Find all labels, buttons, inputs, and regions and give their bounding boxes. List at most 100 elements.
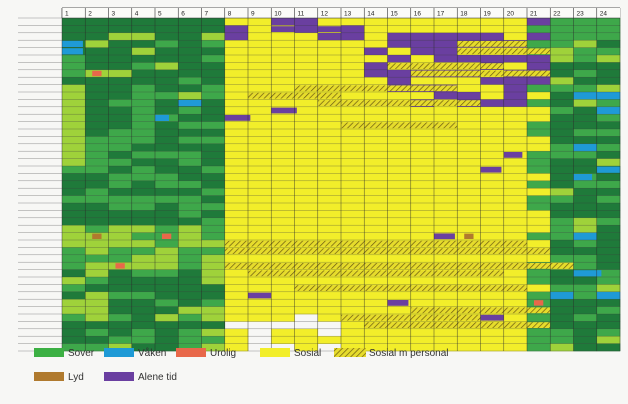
activity-cell bbox=[62, 121, 86, 130]
activity-cell bbox=[294, 99, 319, 108]
activity-cell bbox=[85, 55, 109, 63]
activity-cell bbox=[550, 121, 574, 130]
activity-cell bbox=[573, 299, 598, 307]
activity-cell bbox=[434, 40, 458, 48]
activity-cell bbox=[62, 328, 86, 337]
activity-cell bbox=[294, 47, 319, 56]
activity-cell bbox=[364, 25, 388, 34]
activity-cell bbox=[108, 217, 133, 226]
activity-cell bbox=[364, 166, 388, 174]
activity-cell bbox=[341, 343, 365, 352]
activity-cell bbox=[85, 25, 109, 34]
activity-cell bbox=[131, 69, 156, 78]
activity-cell bbox=[108, 203, 133, 211]
activity-cell bbox=[457, 195, 481, 204]
activity-cell bbox=[596, 114, 621, 122]
activity-cell bbox=[108, 99, 133, 108]
activity-cell bbox=[480, 18, 505, 26]
legend-label-sosial: Sosial bbox=[294, 348, 321, 359]
activity-cell bbox=[480, 291, 505, 300]
activity-cell bbox=[527, 55, 551, 63]
activity-cell bbox=[271, 188, 295, 196]
activity-cell bbox=[503, 277, 528, 285]
activity-cell bbox=[503, 32, 528, 41]
alone-mark bbox=[387, 300, 409, 306]
activity-cell bbox=[573, 262, 598, 270]
activity-cell bbox=[248, 306, 272, 315]
activity-cell bbox=[85, 314, 109, 322]
activity-cell bbox=[434, 136, 458, 145]
activity-cell bbox=[596, 269, 621, 278]
activity-cell bbox=[387, 151, 412, 159]
activity-cell bbox=[62, 269, 86, 278]
activity-cell bbox=[457, 299, 481, 307]
activity-cell bbox=[527, 314, 551, 322]
activity-cell bbox=[341, 158, 365, 167]
hour-label: 24 bbox=[600, 11, 608, 18]
activity-cell bbox=[480, 114, 505, 122]
activity-cell bbox=[131, 158, 156, 167]
activity-cell bbox=[550, 106, 574, 115]
activity-cell bbox=[178, 62, 202, 71]
activity-cell bbox=[178, 277, 202, 285]
activity-cell bbox=[341, 151, 365, 159]
activity-cell bbox=[434, 151, 458, 159]
activity-cell bbox=[131, 92, 156, 100]
urolig-mark bbox=[115, 263, 125, 269]
activity-cell bbox=[503, 55, 528, 63]
activity-cell bbox=[317, 306, 342, 315]
activity-cell bbox=[224, 18, 249, 26]
activity-cell bbox=[155, 121, 179, 130]
activity-cell bbox=[550, 158, 574, 167]
activity-cell bbox=[503, 343, 528, 352]
activity-cell bbox=[155, 62, 179, 71]
activity-cell bbox=[85, 121, 109, 130]
activity-cell bbox=[573, 306, 598, 315]
activity-cell bbox=[155, 69, 179, 78]
activity-cell bbox=[155, 32, 179, 41]
activity-cell bbox=[178, 143, 202, 152]
activity-cell bbox=[527, 92, 551, 100]
activity-cell bbox=[201, 18, 226, 26]
activity-cell bbox=[527, 284, 551, 293]
activity-cell bbox=[62, 232, 86, 241]
activity-cell bbox=[573, 291, 598, 300]
activity-cell bbox=[364, 336, 388, 344]
activity-cell bbox=[85, 166, 109, 174]
activity-cell bbox=[573, 69, 598, 78]
activity-cell bbox=[527, 32, 551, 41]
activity-cell bbox=[155, 328, 179, 337]
activity-cell bbox=[201, 55, 226, 63]
activity-cell bbox=[550, 129, 574, 137]
activity-cell bbox=[294, 306, 319, 315]
activity-cell bbox=[387, 40, 412, 48]
activity-cell bbox=[108, 143, 133, 152]
activity-cell bbox=[387, 55, 412, 63]
activity-cell bbox=[155, 225, 179, 233]
activity-cell bbox=[271, 158, 295, 167]
activity-cell bbox=[480, 32, 505, 41]
activity-cell bbox=[457, 203, 481, 211]
activity-cell bbox=[248, 232, 272, 241]
activity-cell bbox=[108, 173, 133, 182]
activity-cell bbox=[503, 314, 528, 322]
activity-cell bbox=[341, 225, 365, 233]
urolig-mark bbox=[161, 233, 172, 239]
activity-cell bbox=[62, 277, 86, 285]
activity-cell bbox=[527, 121, 551, 130]
activity-cell bbox=[434, 210, 458, 219]
activity-cell bbox=[248, 143, 272, 152]
activity-cell bbox=[457, 166, 481, 174]
activity-cell bbox=[550, 77, 574, 85]
activity-cell bbox=[108, 188, 133, 196]
activity-cell bbox=[271, 18, 295, 26]
activity-cell bbox=[131, 25, 156, 34]
activity-cell bbox=[178, 254, 202, 263]
activity-cell bbox=[201, 306, 226, 315]
activity-cell bbox=[364, 92, 388, 100]
activity-cell bbox=[155, 25, 179, 34]
activity-cell bbox=[62, 299, 86, 307]
legend-swatch-alene-tid bbox=[104, 372, 134, 381]
hour-label: 4 bbox=[135, 11, 139, 18]
activity-cell bbox=[108, 18, 133, 26]
